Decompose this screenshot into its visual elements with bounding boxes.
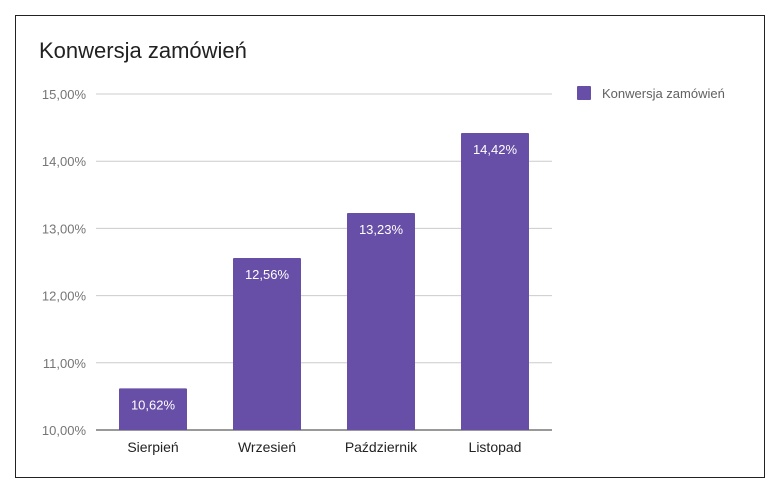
x-axis-categories: Sierpień Wrzesień Październik Listopad — [127, 439, 521, 455]
bar — [461, 132, 529, 430]
y-tick-label: 12,00% — [42, 289, 87, 304]
y-tick-label: 15,00% — [42, 87, 87, 102]
bar-value-label: 12,56% — [245, 267, 290, 282]
x-category-label: Sierpień — [127, 439, 178, 455]
x-category-label: Październik — [345, 439, 418, 455]
bar — [233, 257, 301, 430]
bars: 10,62% 12,56% 13,23% 14,42% — [119, 132, 529, 430]
bar-value-label: 13,23% — [359, 222, 404, 237]
legend: Konwersja zamówień — [577, 86, 725, 101]
legend-label: Konwersja zamówień — [602, 86, 725, 101]
legend-swatch — [577, 86, 591, 100]
x-category-label: Listopad — [469, 439, 522, 455]
y-tick-label: 10,00% — [42, 423, 87, 438]
y-tick-label: 13,00% — [42, 221, 87, 236]
y-tick-label: 11,00% — [43, 356, 87, 371]
y-axis-ticks: 10,00% 11,00% 12,00% 13,00% 14,00% 15,00% — [42, 87, 87, 438]
bar-value-label: 14,42% — [473, 142, 518, 157]
y-tick-label: 14,00% — [42, 154, 87, 169]
bar — [119, 388, 187, 430]
chart-title: Konwersja zamówień — [39, 38, 247, 63]
bar — [347, 212, 415, 430]
x-category-label: Wrzesień — [238, 439, 296, 455]
bar-value-label: 10,62% — [131, 397, 176, 412]
